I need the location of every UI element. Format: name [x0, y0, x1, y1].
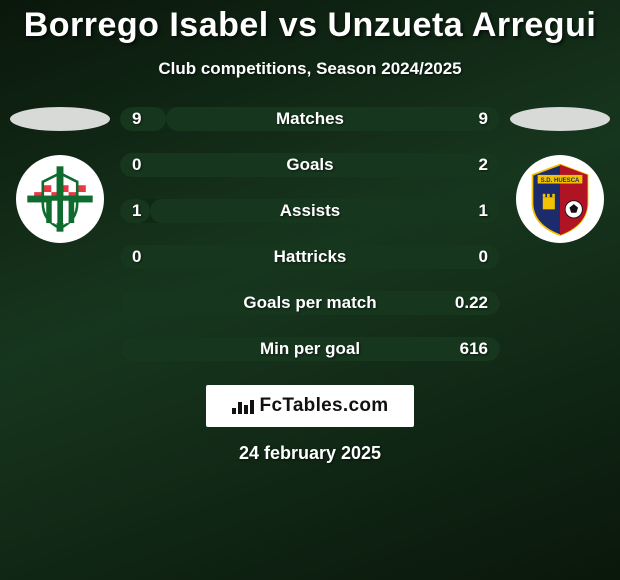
club-right-crest-icon: S.D. HUESCA: [517, 156, 603, 242]
stat-value-left: 1: [132, 201, 141, 221]
stat-label: Matches: [276, 109, 344, 129]
club-logo-right: S.D. HUESCA: [516, 155, 604, 243]
player-right-column: S.D. HUESCA: [500, 107, 620, 243]
stat-bars: 9 Matches 9 0 Goals 2 1 Assists 1 0 Hattricks 0 Goal…: [120, 107, 500, 361]
stat-bar-fill-left: [120, 107, 166, 131]
player-left-column: [0, 107, 120, 243]
infographic-container: Borrego Isabel vs Unzueta Arregui Club c…: [0, 0, 620, 580]
stat-label: Assists: [280, 201, 340, 221]
stat-bar: Min per goal 616: [120, 337, 500, 361]
stat-value-left: 9: [132, 109, 141, 129]
svg-text:S.D. HUESCA: S.D. HUESCA: [541, 178, 580, 184]
stat-bar: 0 Hattricks 0: [120, 245, 500, 269]
stat-value-right: 616: [460, 339, 488, 359]
stat-value-right: 1: [479, 201, 488, 221]
stat-label: Min per goal: [260, 339, 360, 359]
stat-bar: Goals per match 0.22: [120, 291, 500, 315]
page-subtitle: Club competitions, Season 2024/2025: [158, 59, 461, 79]
player-left-shadow-ellipse: [10, 107, 110, 131]
footer-source-text: FcTables.com: [260, 395, 389, 417]
main-row: 9 Matches 9 0 Goals 2 1 Assists 1 0 Hattricks 0 Goal…: [0, 107, 620, 361]
stat-bar: 1 Assists 1: [120, 199, 500, 223]
stat-value-left: 0: [132, 155, 141, 175]
club-left-crest-icon: [17, 156, 103, 242]
stat-label: Hattricks: [274, 247, 347, 267]
page-title: Borrego Isabel vs Unzueta Arregui: [24, 6, 597, 45]
bars-icon: [232, 398, 254, 414]
stat-value-right: 0.22: [455, 293, 488, 313]
player-right-shadow-ellipse: [510, 107, 610, 131]
stat-bar: 9 Matches 9: [120, 107, 500, 131]
stat-value-right: 0: [479, 247, 488, 267]
stat-label: Goals: [286, 155, 333, 175]
stat-label: Goals per match: [243, 293, 376, 313]
stat-value-left: 0: [132, 247, 141, 267]
stat-bar: 0 Goals 2: [120, 153, 500, 177]
stat-value-right: 2: [479, 155, 488, 175]
footer-source-tag: FcTables.com: [206, 385, 415, 427]
stat-value-right: 9: [479, 109, 488, 129]
club-logo-left: [16, 155, 104, 243]
footer-date: 24 february 2025: [239, 443, 381, 464]
